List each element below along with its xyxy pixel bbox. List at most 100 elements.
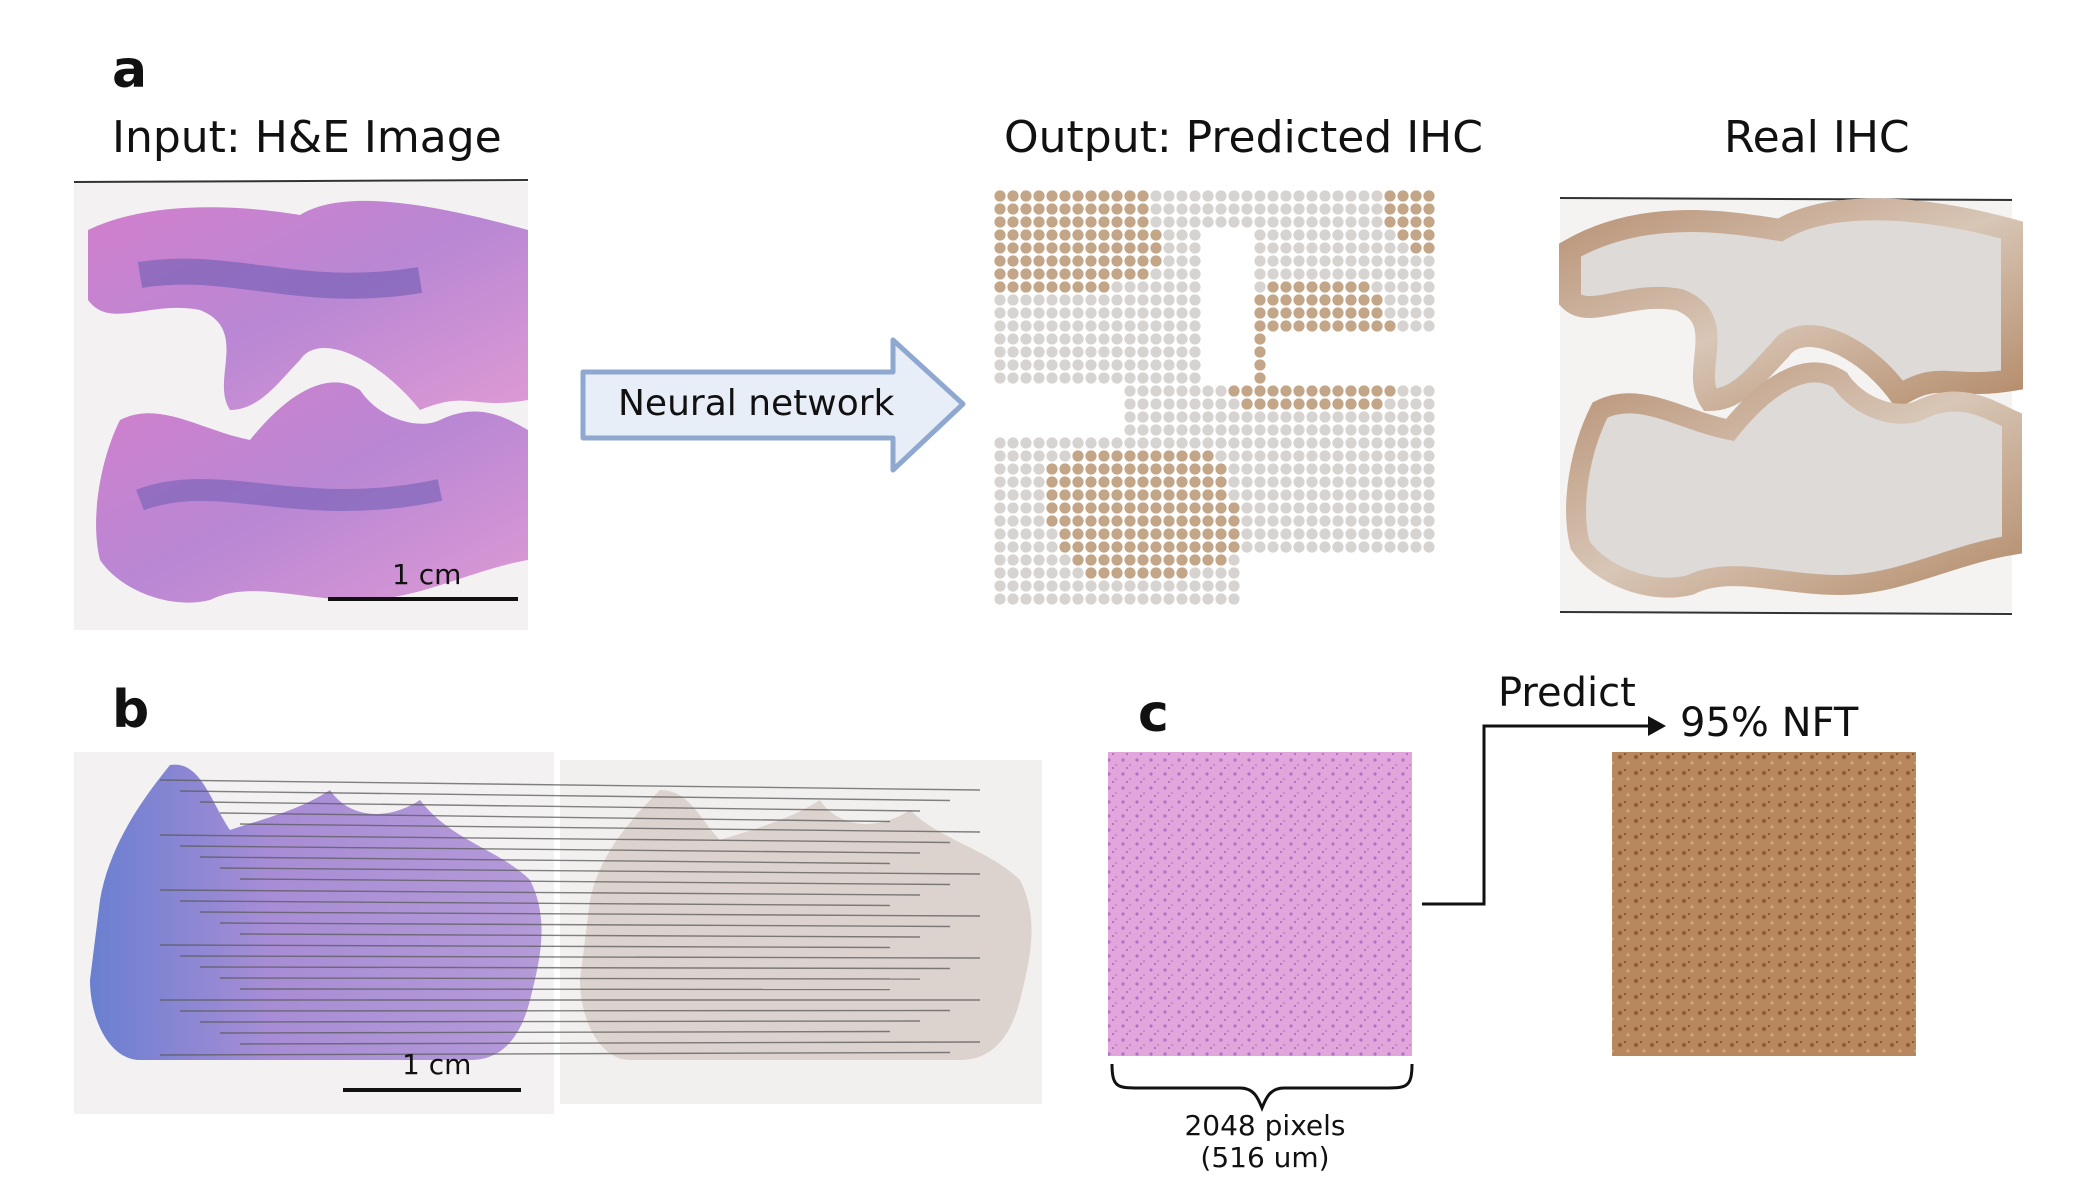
predicted-dot: [1137, 554, 1149, 566]
predicted-dot: [1371, 255, 1383, 267]
predicted-dot: [1046, 554, 1058, 566]
predicted-dot: [1059, 307, 1071, 319]
predicted-dot: [1293, 463, 1305, 475]
predicted-dot: [994, 541, 1006, 553]
predicted-dot: [1280, 398, 1292, 410]
predicted-dot: [1345, 528, 1357, 540]
predicted-dot: [1280, 437, 1292, 449]
predicted-dot: [1007, 541, 1019, 553]
predicted-dot: [1072, 255, 1084, 267]
predicted-dot: [1202, 463, 1214, 475]
predicted-dot: [1124, 281, 1136, 293]
predicted-dot: [1423, 541, 1435, 553]
predicted-dot: [1202, 567, 1214, 579]
predicted-dot: [1046, 320, 1058, 332]
predicted-dot: [1384, 489, 1396, 501]
predicted-dot: [1319, 281, 1331, 293]
predicted-dot: [1150, 554, 1162, 566]
predicted-dot: [1033, 489, 1045, 501]
predicted-dot: [1046, 567, 1058, 579]
predicted-dot: [1345, 515, 1357, 527]
predicted-dot: [1215, 385, 1227, 397]
predicted-dot: [1085, 359, 1097, 371]
predicted-dot: [1410, 515, 1422, 527]
predicted-dot: [1280, 229, 1292, 241]
predicted-dot: [1111, 242, 1123, 254]
predicted-dot: [1007, 502, 1019, 514]
predicted-dot: [1358, 515, 1370, 527]
predicted-dot: [1098, 359, 1110, 371]
predicted-dot: [1371, 411, 1383, 423]
predicted-dot: [1059, 255, 1071, 267]
predicted-dot: [1059, 372, 1071, 384]
predicted-dot: [1384, 294, 1396, 306]
predicted-dot: [1202, 502, 1214, 514]
predicted-dot: [1007, 554, 1019, 566]
predicted-dot: [1397, 281, 1409, 293]
predicted-dot: [1033, 554, 1045, 566]
predicted-dot: [1358, 528, 1370, 540]
predicted-dot: [1176, 463, 1188, 475]
predicted-dot: [1371, 268, 1383, 280]
predicted-dot: [1007, 333, 1019, 345]
predicted-dot: [1124, 528, 1136, 540]
predicted-dot: [1410, 424, 1422, 436]
registration-line: [159, 889, 921, 896]
predicted-dot: [1371, 307, 1383, 319]
predicted-dot: [1033, 528, 1045, 540]
predicted-dot: [1007, 476, 1019, 488]
predicted-dot: [1319, 463, 1331, 475]
predicted-dot: [1124, 346, 1136, 358]
predicted-dot: [1124, 437, 1136, 449]
predicted-dot: [1332, 255, 1344, 267]
predicted-dot: [1085, 541, 1097, 553]
predicted-dot: [1176, 216, 1188, 228]
predicted-dot: [1098, 554, 1110, 566]
predicted-dot: [1189, 372, 1201, 384]
predicted-dot: [1189, 255, 1201, 267]
predicted-dot: [1397, 450, 1409, 462]
predicted-dot: [1098, 541, 1110, 553]
predicted-dot: [1150, 242, 1162, 254]
predicted-dot: [1020, 320, 1032, 332]
predicted-dot: [1358, 424, 1370, 436]
predicted-dot: [1228, 515, 1240, 527]
predicted-dot: [1189, 502, 1201, 514]
predicted-dot: [1254, 437, 1266, 449]
predicted-dot: [1371, 424, 1383, 436]
predicted-dot: [1332, 242, 1344, 254]
predicted-dot: [1124, 554, 1136, 566]
predicted-dot: [1163, 229, 1175, 241]
registration-line: [179, 955, 981, 959]
predicted-dot: [1072, 242, 1084, 254]
predicted-dot: [1202, 203, 1214, 215]
predicted-dot: [1163, 502, 1175, 514]
predicted-dot: [1085, 281, 1097, 293]
predicted-dot: [1280, 281, 1292, 293]
predicted-dot: [1410, 320, 1422, 332]
predicted-dot: [1176, 515, 1188, 527]
registration-line: [219, 977, 921, 980]
predicted-dot: [1254, 515, 1266, 527]
predicted-dot: [1059, 281, 1071, 293]
predicted-dot: [1189, 281, 1201, 293]
predicted-dot: [994, 190, 1006, 202]
predicted-dot: [1293, 216, 1305, 228]
predicted-dot: [1332, 437, 1344, 449]
predicted-dot: [1319, 229, 1331, 241]
predicted-dot: [1189, 541, 1201, 553]
predicted-dot: [1397, 294, 1409, 306]
predicted-dot: [1163, 463, 1175, 475]
predicted-dot: [1254, 398, 1266, 410]
predicted-dot: [1384, 424, 1396, 436]
predicted-dot: [994, 333, 1006, 345]
predicted-dot: [1098, 320, 1110, 332]
predicted-dot: [1280, 268, 1292, 280]
predicted-dot: [1046, 281, 1058, 293]
predicted-dot: [1163, 580, 1175, 592]
predicted-dot: [1150, 307, 1162, 319]
predicted-dot: [1111, 593, 1123, 605]
predicted-dot: [994, 463, 1006, 475]
predicted-dot: [1020, 216, 1032, 228]
predicted-dot: [1397, 424, 1409, 436]
